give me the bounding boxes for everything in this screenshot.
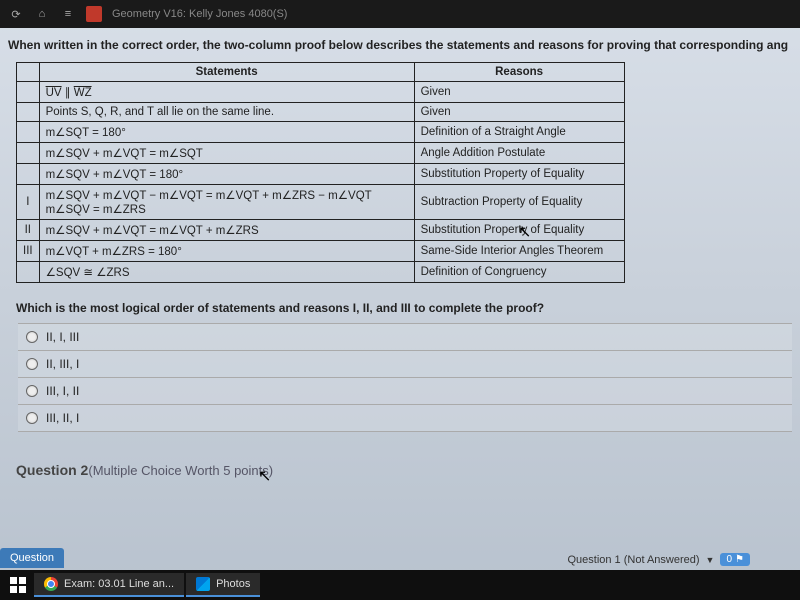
row-num [17,262,40,283]
menu-icon[interactable]: ≡ [60,6,76,22]
radio-icon[interactable] [26,358,38,370]
table-row: IIIm∠VQT + m∠ZRS = 180°Same-Side Interio… [17,241,625,262]
status-text: Question 1 (Not Answered) [567,554,699,566]
taskbar-item-chrome[interactable]: Exam: 03.01 Line an... [34,573,184,597]
table-row: UV ∥ WZGiven [17,82,625,103]
row-statement: Points S, Q, R, and T all lie on the sam… [39,103,414,122]
table-row: ∠SQV ≅ ∠ZRSDefinition of Congruency [17,262,625,283]
task-label: Exam: 03.01 Line an... [64,578,174,590]
browser-top-bar: ⟳ ⌂ ≡ Geometry V16: Kelly Jones 4080(S) [0,0,800,28]
radio-icon[interactable] [26,385,38,397]
prompt-text: When written in the correct order, the t… [8,38,792,52]
row-reason: Definition of Congruency [414,262,624,283]
table-row: Im∠SQV + m∠VQT − m∠VQT = m∠VQT + m∠ZRS −… [17,185,625,220]
q2-sub: (Multiple Choice Worth 5 points) [88,463,273,478]
row-statement: m∠VQT + m∠ZRS = 180° [39,241,414,262]
row-statement: m∠SQV + m∠VQT − m∠VQT = m∠VQT + m∠ZRS − … [39,185,414,220]
row-statement: m∠SQT = 180° [39,122,414,143]
row-reason: Substitution Property of Equality [414,164,624,185]
row-num [17,82,40,103]
row-reason: Definition of a Straight Angle [414,122,624,143]
task-label: Photos [216,578,250,590]
row-num: I [17,185,40,220]
proof-table: Statements Reasons UV ∥ WZGivenPoints S,… [16,62,625,283]
row-statement: UV ∥ WZ [39,82,414,103]
header-reasons: Reasons [414,63,624,82]
row-num [17,122,40,143]
windows-icon [10,577,26,593]
radio-icon[interactable] [26,331,38,343]
row-reason: Substitution Property of Equality [414,220,624,241]
flag-icon: ⚑ [735,554,744,565]
option-row[interactable]: III, II, I [18,405,792,432]
badge-count: 0 [726,554,732,565]
home-icon[interactable]: ⌂ [34,6,50,22]
row-statement: m∠SQV + m∠VQT = m∠VQT + m∠ZRS [39,220,414,241]
q2-title: Question 2 [16,462,88,478]
start-button[interactable] [4,573,32,597]
table-row: m∠SQV + m∠VQT = 180°Substitution Propert… [17,164,625,185]
dropdown-icon[interactable]: ▼ [706,555,715,565]
row-statement: ∠SQV ≅ ∠ZRS [39,262,414,283]
page-title: Geometry V16: Kelly Jones 4080(S) [112,8,287,20]
option-label: II, I, III [46,330,79,344]
option-label: II, III, I [46,357,79,371]
row-reason: Given [414,103,624,122]
row-reason: Given [414,82,624,103]
options-list: II, I, III II, III, I III, I, II III, II, I [18,323,792,432]
row-num [17,143,40,164]
table-row: IIm∠SQV + m∠VQT = m∠VQT + m∠ZRSSubstitut… [17,220,625,241]
table-row: m∠SQT = 180°Definition of a Straight Ang… [17,122,625,143]
row-reason: Same-Side Interior Angles Theorem [414,241,624,262]
header-blank [17,63,40,82]
option-row[interactable]: II, I, III [18,323,792,351]
status-badge: 0 ⚑ [720,553,750,566]
row-reason: Angle Addition Postulate [414,143,624,164]
question-2-label: Question 2(Multiple Choice Worth 5 point… [16,462,792,478]
taskbar-item-photos[interactable]: Photos [186,573,260,597]
row-num: III [17,241,40,262]
main-content: When written in the correct order, the t… [0,28,800,488]
question-tab[interactable]: Question [0,548,64,568]
question-text: Which is the most logical order of state… [16,301,792,315]
row-statement: m∠SQV + m∠VQT = m∠SQT [39,143,414,164]
chrome-icon [44,577,58,591]
reload-icon[interactable]: ⟳ [8,6,24,22]
taskbar: Exam: 03.01 Line an... Photos [0,570,800,600]
photos-icon [196,577,210,591]
row-num: II [17,220,40,241]
app-icon [86,6,102,22]
option-row[interactable]: II, III, I [18,351,792,378]
status-line: Question 1 (Not Answered) ▼ 0 ⚑ [567,553,750,566]
header-statements: Statements [39,63,414,82]
table-row: m∠SQV + m∠VQT = m∠SQTAngle Addition Post… [17,143,625,164]
option-row[interactable]: III, I, II [18,378,792,405]
row-reason: Subtraction Property of Equality [414,185,624,220]
row-num [17,103,40,122]
option-label: III, II, I [46,411,79,425]
table-row: Points S, Q, R, and T all lie on the sam… [17,103,625,122]
row-num [17,164,40,185]
option-label: III, I, II [46,384,79,398]
row-statement: m∠SQV + m∠VQT = 180° [39,164,414,185]
radio-icon[interactable] [26,412,38,424]
